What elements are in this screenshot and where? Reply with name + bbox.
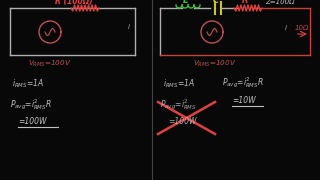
Text: $i_{RMS}$=1A: $i_{RMS}$=1A bbox=[12, 77, 44, 89]
Text: R: R bbox=[242, 0, 249, 5]
Text: $V_{RMS}$=100V: $V_{RMS}$=100V bbox=[28, 59, 72, 69]
Text: R (100Ω): R (100Ω) bbox=[55, 0, 93, 6]
Text: =100W: =100W bbox=[168, 117, 196, 126]
Text: =10W: =10W bbox=[232, 96, 256, 105]
Text: $P_{avg}$=$i^2_{RMS}$: $P_{avg}$=$i^2_{RMS}$ bbox=[160, 98, 197, 112]
Text: 10Ω: 10Ω bbox=[295, 25, 309, 31]
Text: $i_{RMS}$=1A: $i_{RMS}$=1A bbox=[163, 77, 195, 89]
Text: $V_{RMS}$=100V: $V_{RMS}$=100V bbox=[193, 59, 236, 69]
Text: $P_{avg}$=$i^2_{RMS}$R: $P_{avg}$=$i^2_{RMS}$R bbox=[10, 98, 52, 112]
Text: C: C bbox=[213, 0, 219, 5]
Text: =100W: =100W bbox=[18, 117, 46, 126]
Text: i: i bbox=[128, 24, 130, 30]
Text: Z=100Ω: Z=100Ω bbox=[265, 0, 294, 5]
Text: L: L bbox=[183, 0, 188, 5]
Text: i: i bbox=[285, 25, 287, 31]
Text: $P_{avg}$=$i^2_{RMS}$R: $P_{avg}$=$i^2_{RMS}$R bbox=[222, 76, 264, 91]
